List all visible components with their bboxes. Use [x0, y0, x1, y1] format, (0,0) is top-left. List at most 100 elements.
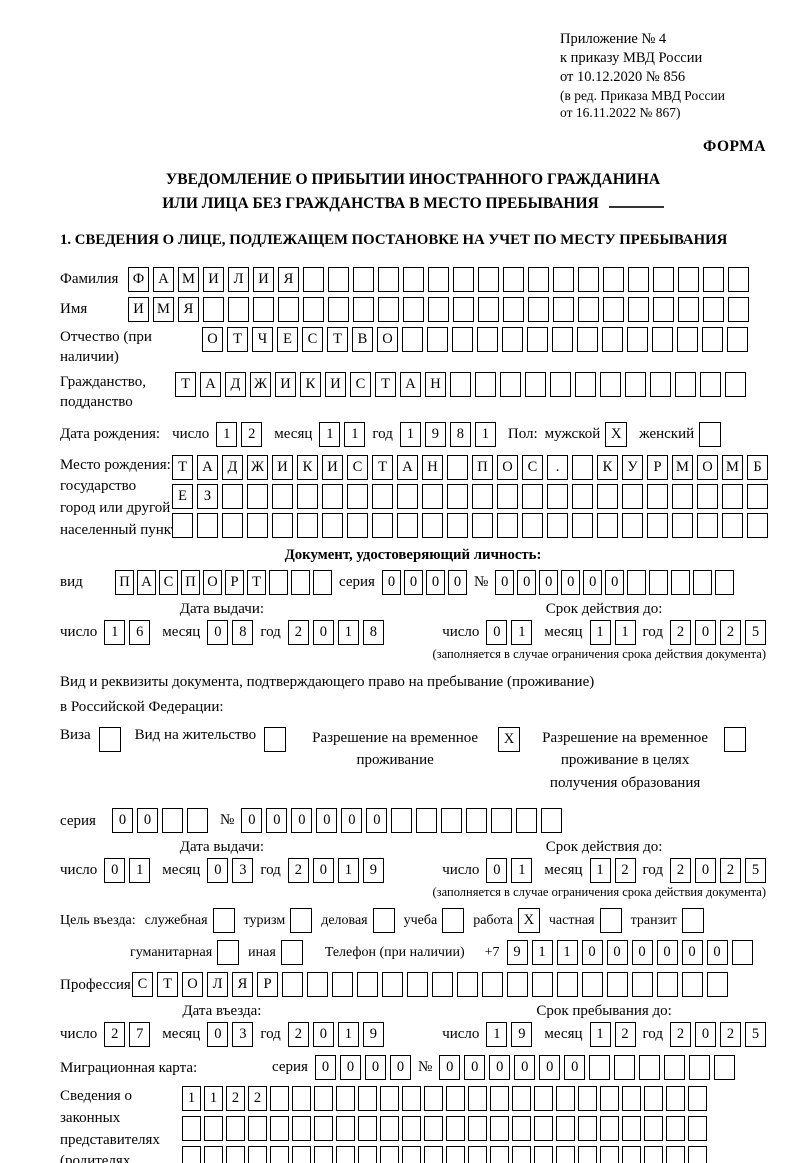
- char-box[interactable]: 0: [706, 940, 728, 966]
- char-box[interactable]: [422, 483, 443, 509]
- char-box[interactable]: [358, 1086, 377, 1112]
- char-box[interactable]: 1: [556, 940, 578, 966]
- char-box[interactable]: [689, 1055, 711, 1081]
- char-box[interactable]: [403, 296, 424, 322]
- char-box[interactable]: 5: [745, 619, 766, 645]
- char-box[interactable]: [204, 1146, 223, 1163]
- char-box[interactable]: 2: [104, 1022, 126, 1048]
- char-box[interactable]: [553, 296, 574, 322]
- char-box[interactable]: [203, 296, 224, 322]
- char-box[interactable]: Ж: [247, 454, 268, 480]
- char-box[interactable]: [627, 326, 648, 352]
- char-box[interactable]: Д: [222, 454, 243, 480]
- char-box[interactable]: [602, 326, 623, 352]
- char-box[interactable]: [702, 326, 723, 352]
- char-box[interactable]: [441, 808, 463, 834]
- char-box[interactable]: [627, 569, 647, 595]
- char-box[interactable]: [272, 483, 293, 509]
- char-box[interactable]: [247, 483, 268, 509]
- char-box[interactable]: [432, 972, 453, 998]
- char-box[interactable]: [600, 1086, 619, 1112]
- char-box[interactable]: [512, 1086, 531, 1112]
- char-box[interactable]: Л: [228, 266, 249, 292]
- char-box[interactable]: [625, 372, 646, 398]
- char-box[interactable]: [457, 972, 478, 998]
- char-box[interactable]: 1: [486, 1022, 508, 1048]
- char-box[interactable]: О: [202, 326, 223, 352]
- char-box[interactable]: И: [275, 372, 296, 398]
- char-box[interactable]: 1: [337, 619, 359, 645]
- char-box[interactable]: [649, 569, 669, 595]
- char-box[interactable]: [622, 1086, 641, 1112]
- char-box[interactable]: Е: [172, 483, 193, 509]
- char-box[interactable]: [578, 1146, 597, 1163]
- char-box[interactable]: [603, 296, 624, 322]
- char-box[interactable]: [722, 483, 743, 509]
- char-box[interactable]: [664, 1055, 686, 1081]
- char-box[interactable]: [547, 512, 568, 538]
- char-box[interactable]: [644, 1116, 663, 1142]
- char-box[interactable]: 2: [287, 619, 309, 645]
- char-box[interactable]: [541, 808, 563, 834]
- char-box[interactable]: Н: [425, 372, 446, 398]
- char-box[interactable]: А: [153, 266, 174, 292]
- char-box[interactable]: 0: [539, 1055, 561, 1081]
- char-box[interactable]: [204, 1116, 223, 1142]
- char-box[interactable]: 9: [362, 1022, 384, 1048]
- char-box[interactable]: [226, 1116, 245, 1142]
- char-box[interactable]: 0: [539, 569, 559, 595]
- char-box[interactable]: 0: [514, 1055, 536, 1081]
- char-box[interactable]: [528, 266, 549, 292]
- char-box[interactable]: [472, 483, 493, 509]
- char-box[interactable]: [597, 483, 618, 509]
- char-box[interactable]: А: [400, 372, 421, 398]
- purpose-work-checkbox[interactable]: X: [517, 908, 540, 934]
- char-box[interactable]: [378, 266, 399, 292]
- char-box[interactable]: [731, 940, 753, 966]
- char-box[interactable]: 0: [312, 1022, 334, 1048]
- char-box[interactable]: 0: [564, 1055, 586, 1081]
- char-box[interactable]: [722, 512, 743, 538]
- char-box[interactable]: [336, 1146, 355, 1163]
- char-box[interactable]: С: [132, 972, 153, 998]
- char-box[interactable]: С: [350, 372, 371, 398]
- char-box[interactable]: [447, 512, 468, 538]
- char-box[interactable]: Л: [207, 972, 228, 998]
- char-box[interactable]: [516, 808, 538, 834]
- char-box[interactable]: [397, 483, 418, 509]
- char-box[interactable]: [391, 808, 413, 834]
- char-box[interactable]: 0: [425, 569, 445, 595]
- char-box[interactable]: Я: [178, 296, 199, 322]
- char-box[interactable]: 0: [364, 1055, 386, 1081]
- char-box[interactable]: 5: [745, 858, 766, 884]
- char-box[interactable]: [556, 1146, 575, 1163]
- char-box[interactable]: [402, 326, 423, 352]
- char-box[interactable]: [534, 1146, 553, 1163]
- char-box[interactable]: [747, 483, 768, 509]
- char-box[interactable]: [347, 483, 368, 509]
- char-box[interactable]: [512, 1146, 531, 1163]
- char-box[interactable]: [292, 1116, 311, 1142]
- char-box[interactable]: [550, 372, 571, 398]
- char-box[interactable]: [700, 372, 721, 398]
- char-box[interactable]: [197, 512, 218, 538]
- char-box[interactable]: 0: [314, 1055, 336, 1081]
- char-box[interactable]: [380, 1116, 399, 1142]
- char-box[interactable]: [697, 483, 718, 509]
- char-box[interactable]: [416, 808, 438, 834]
- char-box[interactable]: 0: [695, 1022, 716, 1048]
- char-box[interactable]: 0: [695, 858, 716, 884]
- char-box[interactable]: 0: [207, 858, 229, 884]
- char-box[interactable]: 1: [182, 1086, 201, 1112]
- char-box[interactable]: [600, 1146, 619, 1163]
- char-box[interactable]: 2: [670, 858, 691, 884]
- char-box[interactable]: 9: [506, 940, 528, 966]
- char-box[interactable]: [226, 1146, 245, 1163]
- char-box[interactable]: О: [203, 569, 222, 595]
- purpose-tourism-checkbox[interactable]: [290, 908, 313, 934]
- char-box[interactable]: [446, 1146, 465, 1163]
- char-box[interactable]: [697, 512, 718, 538]
- char-box[interactable]: 0: [631, 940, 653, 966]
- char-box[interactable]: [527, 326, 548, 352]
- char-box[interactable]: [644, 1086, 663, 1112]
